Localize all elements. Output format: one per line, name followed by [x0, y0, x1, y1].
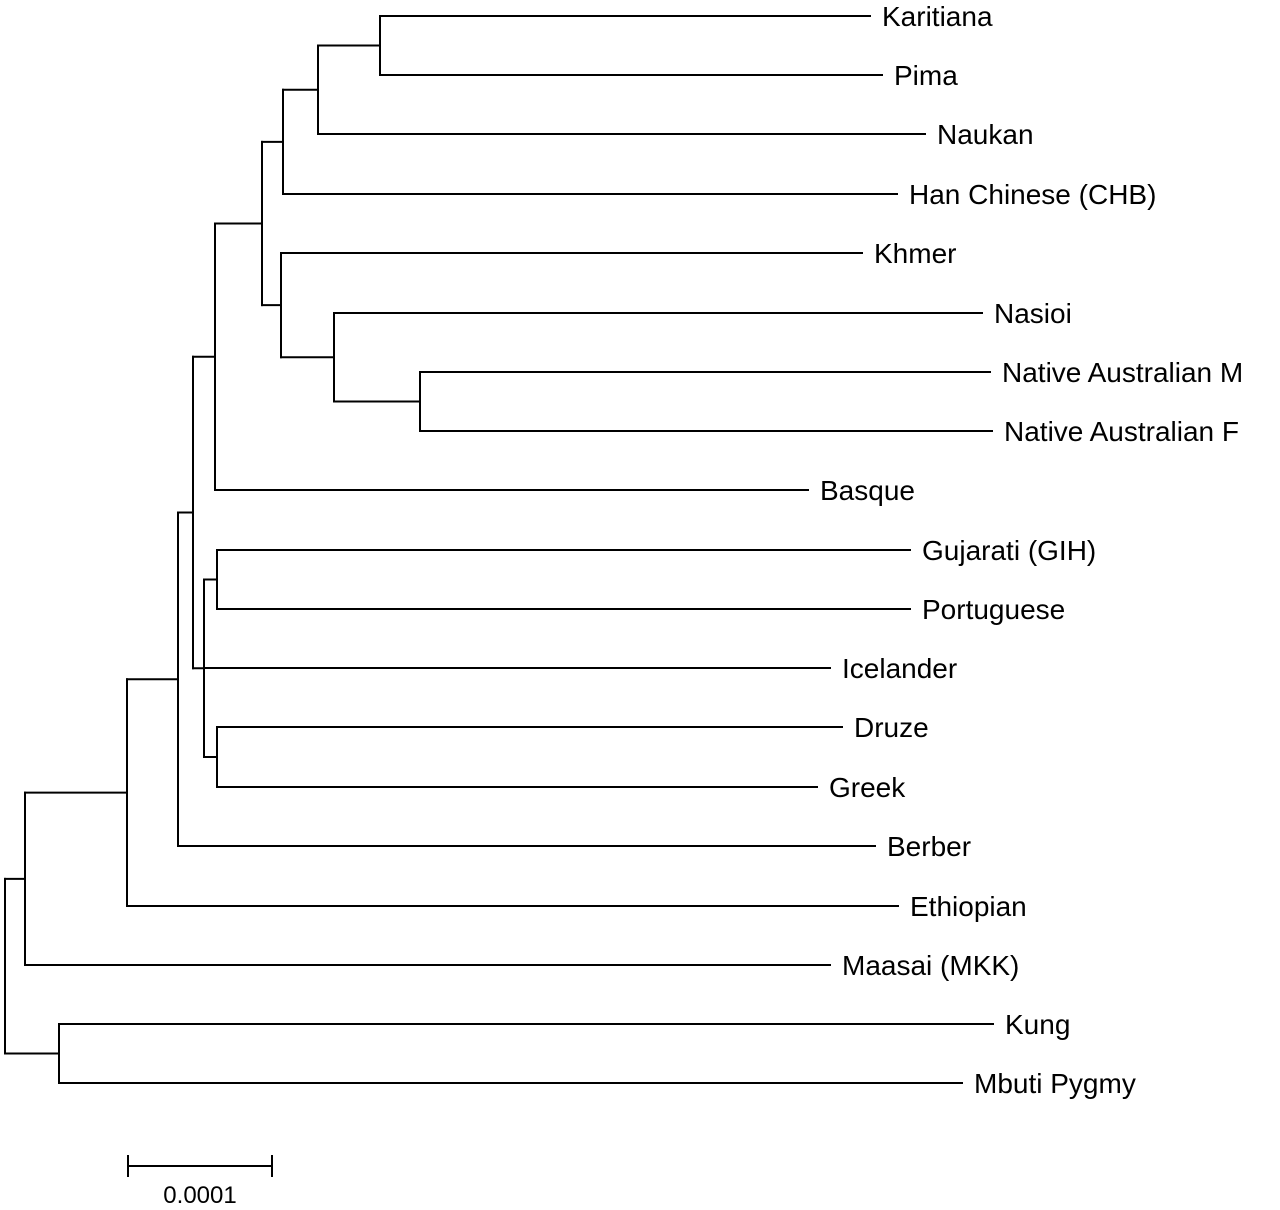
leaf-label-mbuti: Mbuti Pygmy — [974, 1068, 1136, 1099]
leaf-label-berber: Berber — [887, 831, 971, 862]
leaf-label-han: Han Chinese (CHB) — [909, 179, 1156, 210]
leaf-label-gujarati: Gujarati (GIH) — [922, 535, 1096, 566]
leaf-label-natausm: Native Australian M — [1002, 357, 1243, 388]
scale-bar-label: 0.0001 — [163, 1182, 236, 1209]
leaf-label-greek: Greek — [829, 772, 906, 803]
leaf-label-khmer: Khmer — [874, 238, 956, 269]
scale-bar: 0.0001 — [127, 1155, 273, 1209]
leaf-label-kung: Kung — [1005, 1009, 1070, 1040]
leaf-label-nasioi: Nasioi — [994, 298, 1072, 329]
leaf-label-pima: Pima — [894, 60, 958, 91]
leaf-label-karitiana: Karitiana — [882, 1, 993, 32]
leaf-label-icelander: Icelander — [842, 653, 957, 684]
leaf-label-maasai: Maasai (MKK) — [842, 950, 1019, 981]
leaf-label-naukan: Naukan — [937, 119, 1034, 150]
leaf-label-portuguese: Portuguese — [922, 594, 1065, 625]
leaf-label-ethiopian: Ethiopian — [910, 891, 1027, 922]
tree-branches — [4, 15, 994, 1084]
leaf-label-natausf: Native Australian F — [1004, 416, 1239, 447]
leaf-labels: Karitiana Pima Naukan Han Chinese (CHB) Khme… — [820, 1, 1243, 1099]
leaf-label-basque: Basque — [820, 475, 915, 506]
leaf-label-druze: Druze — [854, 712, 929, 743]
